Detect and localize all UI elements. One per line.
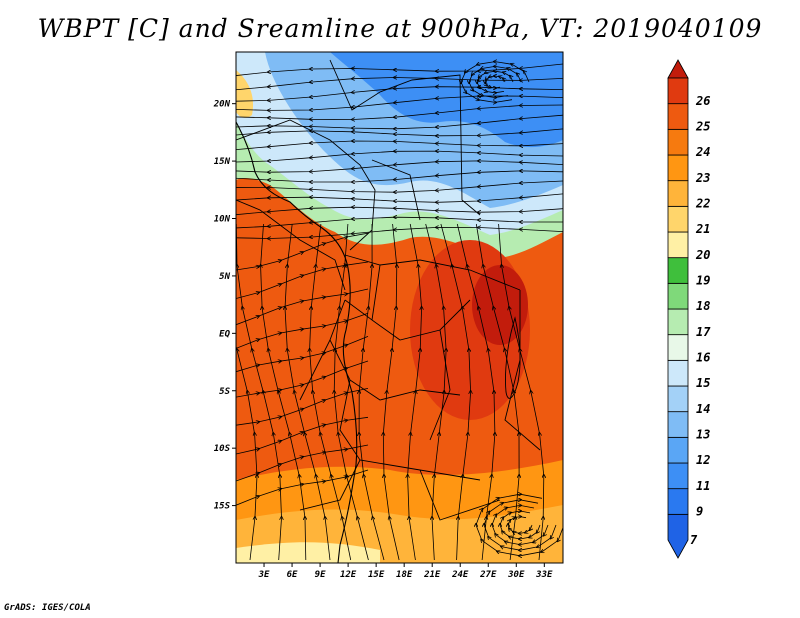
colorbar-label: 21 xyxy=(695,222,710,236)
streamline xyxy=(236,180,563,192)
colorbar-swatch xyxy=(667,308,689,336)
map-frame xyxy=(235,51,564,564)
streamline xyxy=(425,223,446,561)
streamline xyxy=(236,114,563,129)
colorbar-swatch xyxy=(667,77,689,105)
colorbar-label: 17 xyxy=(696,325,711,339)
streamline xyxy=(383,223,400,561)
lat-tick-label: 15N xyxy=(214,157,231,167)
lat-tick-label: 20N xyxy=(213,100,231,110)
lon-tick-label: 24E xyxy=(451,570,469,580)
longitude-axis: 3E 6E 9E 12E 15E 18E 21E 24E 27E 30E 33E xyxy=(258,563,553,580)
colorbar-label: 26 xyxy=(695,94,710,108)
streamline xyxy=(236,171,563,182)
colorbar-label: 15 xyxy=(696,376,710,390)
lat-tick-label: 5N xyxy=(219,272,230,282)
lon-tick-label: 12E xyxy=(340,570,357,580)
credit-footer: GrADS: IGES/COLA xyxy=(4,603,91,613)
lat-tick-label: 15S xyxy=(214,502,231,512)
wbpt-field xyxy=(236,52,563,563)
colorbar-swatch xyxy=(667,282,689,310)
streamlines xyxy=(236,62,563,561)
lon-tick-label: 21E xyxy=(423,570,441,580)
southern-yellow-region xyxy=(236,542,380,563)
colorbar-label: 20 xyxy=(695,248,710,262)
colorbar-swatch xyxy=(667,180,689,207)
colorbar-label: 19 xyxy=(696,274,710,288)
colorbar-top-arrow xyxy=(667,59,689,79)
colorbar-swatch xyxy=(667,103,689,130)
northwest-warm-patch xyxy=(236,70,254,118)
colorbar-swatch xyxy=(667,334,689,361)
lon-tick-label: 3E xyxy=(258,570,270,580)
lat-tick-label: EQ xyxy=(219,329,230,339)
lon-tick-label: 30E xyxy=(507,570,525,580)
lon-tick-label: 27E xyxy=(479,570,497,580)
colorbar-label: 12 xyxy=(696,453,710,467)
lat-tick-label: 5S xyxy=(219,387,230,397)
colorbar-swatch xyxy=(667,385,689,413)
colorbar-swatch xyxy=(667,231,689,259)
colorbar-swatch xyxy=(667,488,689,515)
streamline xyxy=(236,336,369,373)
streamline xyxy=(236,469,369,506)
lat-tick-label: 10N xyxy=(214,215,231,225)
colorbar-label: 22 xyxy=(695,197,710,211)
colorbar-label: 14 xyxy=(696,402,710,416)
colorbar-label: 23 xyxy=(695,171,710,185)
colorbar-label: 11 xyxy=(696,479,710,493)
streamline xyxy=(461,62,530,103)
lon-tick-label: 18E xyxy=(396,570,413,580)
colorbar-label: 9 xyxy=(696,505,703,519)
colorbar-label: 13 xyxy=(696,428,710,442)
colorbar-label: 16 xyxy=(696,351,710,365)
streamline xyxy=(236,312,369,349)
streamline xyxy=(408,223,422,561)
streamline xyxy=(236,444,369,482)
streamline xyxy=(236,207,563,216)
colorbar-label: 7 xyxy=(690,533,698,547)
streamline xyxy=(236,288,369,326)
colorbar-swatch xyxy=(667,128,689,156)
colorbar-swatch xyxy=(667,154,689,182)
lat-tick-label: 10S xyxy=(214,444,231,454)
colorbar-swatch xyxy=(667,411,689,438)
chart-title: WBPT [C] and Sreamline at 900hPa, VT: 20… xyxy=(37,14,763,43)
colorbar: 7 9 11 12 13 14 15 16 17 18 19 20 21 22 23 24 25 26 xyxy=(667,59,711,559)
colorbar-bottom-arrow xyxy=(667,513,689,559)
colorbar-label: 24 xyxy=(695,145,710,159)
colorbar-label: 18 xyxy=(696,299,710,313)
streamline xyxy=(236,193,563,202)
colorbar-label: 25 xyxy=(695,120,710,134)
latitude-axis: 20N 15N 10N 5N EQ 5S 10S 15S xyxy=(213,100,236,512)
colorbar-swatch xyxy=(667,257,689,284)
lon-tick-label: 9E xyxy=(315,570,326,580)
colorbar-swatch xyxy=(667,205,689,233)
colorbar-swatch xyxy=(667,436,689,464)
colorbar-swatch xyxy=(667,462,689,490)
streamline xyxy=(236,141,563,151)
streamline xyxy=(359,223,385,561)
colorbar-swatch xyxy=(667,359,689,387)
lon-tick-label: 6E xyxy=(287,570,298,580)
streamline xyxy=(236,217,563,228)
streamline xyxy=(476,494,563,556)
streamline xyxy=(236,128,563,136)
lon-tick-label: 15E xyxy=(368,570,385,580)
lon-tick-label: 33E xyxy=(535,570,553,580)
